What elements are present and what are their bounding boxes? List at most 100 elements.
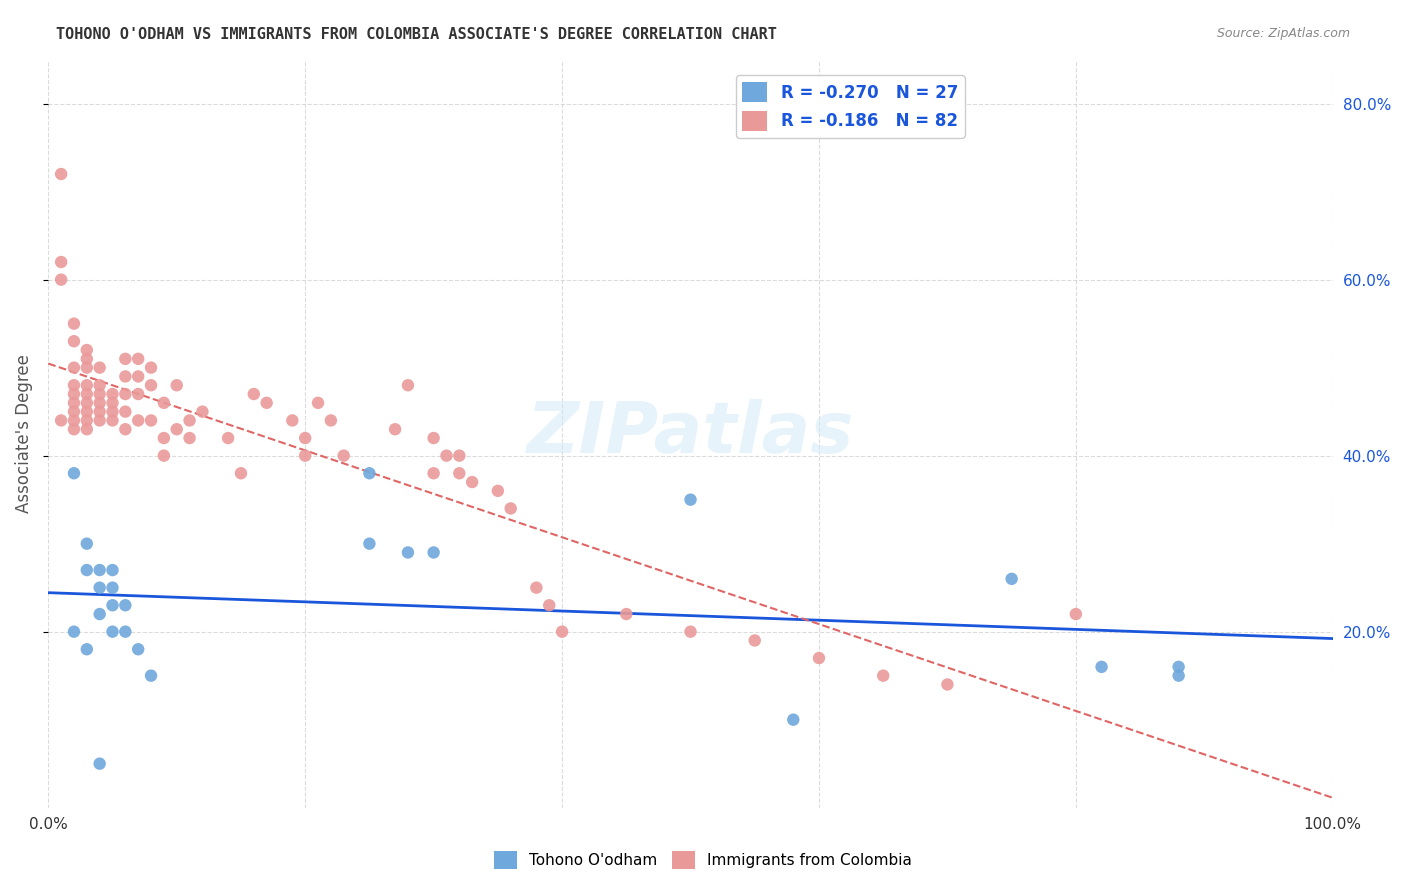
Point <box>101 413 124 427</box>
Point <box>76 413 98 427</box>
Point <box>76 343 98 357</box>
Point <box>332 449 354 463</box>
Point <box>551 624 574 639</box>
Point <box>153 431 176 445</box>
Point <box>436 449 458 463</box>
Text: ZIPatlas: ZIPatlas <box>527 399 855 468</box>
Point <box>89 396 111 410</box>
Point <box>166 422 188 436</box>
Point <box>396 378 419 392</box>
Point <box>76 404 98 418</box>
Point <box>384 422 406 436</box>
Point <box>449 467 471 481</box>
Point <box>396 545 419 559</box>
Point <box>319 413 342 427</box>
Text: TOHONO O'ODHAM VS IMMIGRANTS FROM COLOMBIA ASSOCIATE'S DEGREE CORRELATION CHART: TOHONO O'ODHAM VS IMMIGRANTS FROM COLOMB… <box>56 27 778 42</box>
Point <box>524 581 547 595</box>
Point <box>114 387 136 401</box>
Point <box>114 351 136 366</box>
Point <box>89 581 111 595</box>
Point <box>89 378 111 392</box>
Point <box>49 413 72 427</box>
Point <box>256 396 278 410</box>
Point <box>217 431 239 445</box>
Point <box>76 351 98 366</box>
Point <box>101 396 124 410</box>
Point <box>153 449 176 463</box>
Point <box>127 369 149 384</box>
Point <box>127 351 149 366</box>
Point <box>114 369 136 384</box>
Legend: R = -0.270   N = 27, R = -0.186   N = 82: R = -0.270 N = 27, R = -0.186 N = 82 <box>735 76 965 137</box>
Point <box>614 607 637 621</box>
Point <box>422 431 444 445</box>
Point <box>63 396 86 410</box>
Point <box>76 378 98 392</box>
Point <box>461 475 484 489</box>
Point <box>89 413 111 427</box>
Point <box>63 334 86 349</box>
Point <box>76 360 98 375</box>
Point <box>101 581 124 595</box>
Point <box>76 642 98 657</box>
Point <box>101 599 124 613</box>
Point <box>936 677 959 691</box>
Point <box>89 387 111 401</box>
Point <box>166 378 188 392</box>
Point <box>76 422 98 436</box>
Point <box>101 387 124 401</box>
Point <box>1064 607 1087 621</box>
Point <box>63 404 86 418</box>
Point <box>449 449 471 463</box>
Point <box>101 404 124 418</box>
Point <box>89 404 111 418</box>
Point <box>63 413 86 427</box>
Point <box>76 536 98 550</box>
Point <box>191 404 214 418</box>
Point <box>807 651 830 665</box>
Point <box>744 633 766 648</box>
Point <box>179 413 201 427</box>
Point <box>307 396 329 410</box>
Point <box>127 387 149 401</box>
Point <box>101 624 124 639</box>
Point <box>89 563 111 577</box>
Point <box>76 387 98 401</box>
Point <box>538 599 561 613</box>
Point <box>76 563 98 577</box>
Point <box>359 467 381 481</box>
Point <box>139 668 162 682</box>
Point <box>1167 668 1189 682</box>
Point <box>139 360 162 375</box>
Point <box>294 431 316 445</box>
Point <box>63 360 86 375</box>
Point <box>76 396 98 410</box>
Point <box>243 387 266 401</box>
Point <box>63 317 86 331</box>
Point <box>1090 660 1112 674</box>
Point <box>114 624 136 639</box>
Legend: Tohono O'odham, Immigrants from Colombia: Tohono O'odham, Immigrants from Colombia <box>488 845 918 875</box>
Point <box>422 545 444 559</box>
Point <box>114 422 136 436</box>
Point <box>679 624 702 639</box>
Point <box>49 167 72 181</box>
Point <box>63 467 86 481</box>
Point <box>49 255 72 269</box>
Point <box>229 467 252 481</box>
Point <box>139 378 162 392</box>
Point <box>89 756 111 771</box>
Point <box>101 563 124 577</box>
Point <box>1167 660 1189 674</box>
Point <box>679 492 702 507</box>
Point <box>127 642 149 657</box>
Point <box>153 396 176 410</box>
Point <box>89 607 111 621</box>
Point <box>63 378 86 392</box>
Point <box>63 624 86 639</box>
Point <box>63 422 86 436</box>
Point <box>872 668 894 682</box>
Point <box>114 404 136 418</box>
Point <box>49 272 72 286</box>
Y-axis label: Associate's Degree: Associate's Degree <box>15 354 32 513</box>
